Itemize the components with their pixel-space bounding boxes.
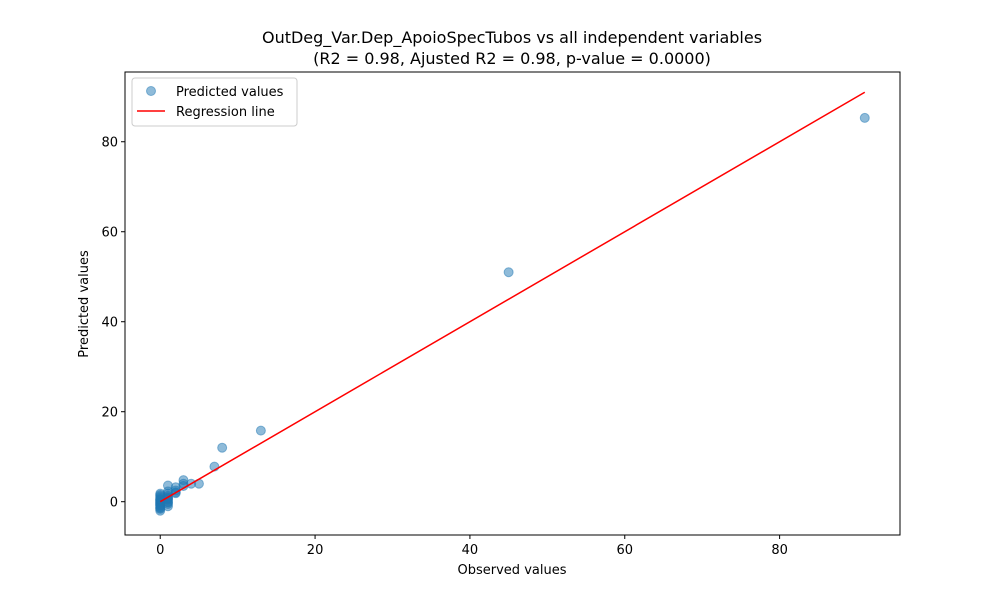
axes-frame (124, 71, 901, 536)
legend-box (131, 77, 298, 127)
y-axis-ticks: 0 20 40 60 80 (101, 136, 125, 511)
y-tick-label: 20 (101, 406, 118, 421)
x-axis-ticks: 0 20 40 60 80 (156, 535, 788, 558)
y-tick-label: 60 (101, 226, 118, 241)
regression-line (159, 91, 866, 503)
chart-subtitle: (R2 = 0.98, Ajusted R2 = 0.98, p-value =… (313, 49, 711, 68)
x-axis-label: Observed values (458, 563, 567, 578)
legend-label-regression: Regression line (176, 105, 275, 120)
legend-label-predicted: Predicted values (176, 85, 284, 100)
legend: Predicted values Regression line (131, 77, 298, 127)
y-axis-label: Predicted values (77, 250, 92, 358)
x-tick-label: 60 (616, 543, 633, 558)
plot-area: 0 20 40 60 80 0 20 40 60 80 (101, 71, 901, 558)
x-tick-label: 40 (462, 543, 479, 558)
y-tick-label: 0 (110, 496, 118, 511)
x-tick-label: 80 (771, 543, 788, 558)
x-tick-label: 20 (307, 543, 324, 558)
regression-series (159, 91, 866, 503)
scatter-point (217, 442, 228, 453)
legend-marker-predicted (146, 86, 156, 96)
y-tick-label: 40 (101, 316, 118, 331)
y-tick-label: 80 (101, 136, 118, 151)
x-tick-label: 0 (156, 543, 164, 558)
chart-title: OutDeg_Var.Dep_ApoioSpecTubos vs all ind… (262, 28, 762, 48)
scatter-point (255, 425, 266, 436)
scatter-point (859, 112, 870, 123)
scatter-point (503, 267, 514, 278)
